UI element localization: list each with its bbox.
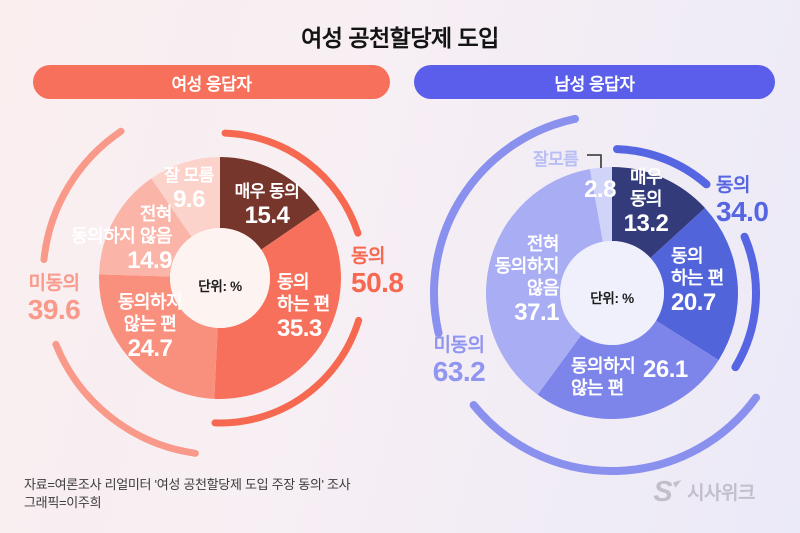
donut-hole [170,228,270,328]
female-agree-summary: 동의 50.8 [351,246,404,298]
male-agree-total: 34.0 [716,196,769,227]
female-respondents-badge: 여성 응답자 [33,65,390,99]
female-tend-agree-value: 35.3 [277,315,322,342]
donut-slice [99,178,192,277]
female-dont-know-value: 9.6 [173,186,205,213]
female-strongly-disagree-label: 전혀 동의하지 않음 14.9 [36,203,172,275]
donut-slice [151,157,220,237]
female-tend-agree-label: 동의 하는 편 35.3 [277,271,357,343]
female-agree-total: 50.8 [351,267,404,298]
donut-slice [537,320,719,420]
female-strongly-agree-value: 15.4 [244,202,290,229]
callout-line [587,154,602,168]
male-strongly-agree-value: 13.2 [623,210,669,237]
male-disagree-total: 63.2 [432,356,486,387]
female-dont-know-label: 잘 모름 9.6 [143,165,235,214]
male-strongly-agree-label: 매우 동의 13.2 [612,166,680,238]
female-donut-chart [40,127,363,457]
publisher-logo: S 시사위크 [650,474,755,508]
donut-slice [98,274,218,399]
source-text: 자료=여론조사 리얼미터 '여성 공천할당제 도입 주장 동의' 조사 [24,477,351,492]
donut-slice [220,157,320,250]
donut-slice [612,167,705,258]
donut-slice [485,168,603,395]
disagree-summary-arc [469,393,761,475]
donut-slice [214,209,341,400]
disagree-summary-arc [52,340,199,457]
male-tend-agree-value: 20.7 [671,289,716,316]
male-tend-disagree-value: 26.1 [643,356,688,383]
disagree-summary-arc [40,127,125,263]
female-tend-disagree-value: 24.7 [127,335,173,362]
male-tend-agree-label: 동의 하는 편 20.7 [671,245,755,317]
agree-summary-arc [211,316,363,427]
male-dont-know-callout-label: 잘모름 [533,150,579,169]
male-dont-know-value: 2.8 [584,176,616,203]
sisaweek-logo-icon: S [653,476,682,508]
disagree-summary-arc [430,114,579,338]
publisher-logo-text: 시사위크 [687,482,755,504]
male-strongly-disagree-label: 전혀 동의하지 않음 37.1 [430,233,560,327]
male-tend-disagree-label: 동의하지 않는 편 [571,356,636,398]
donut-slice [589,167,612,242]
agree-summary-arc [731,232,760,372]
page-title: 여성 공천할당제 도입 [301,25,499,51]
donut-slice [650,207,738,361]
female-disagree-summary: 미동의 39.6 [10,272,98,325]
female-tend-disagree-label: 동의하지 않는 편 24.7 [104,291,196,363]
female-unit-label: 단위: % [198,279,242,294]
female-strongly-disagree-value: 14.9 [127,247,172,274]
svg-text:S: S [653,476,672,508]
donut-hole [560,241,664,345]
male-respondents-badge: 남성 응답자 [414,65,775,99]
footer-credits: 자료=여론조사 리얼미터 '여성 공천할당제 도입 주장 동의' 조사 그래픽=… [24,476,351,512]
female-strongly-agree-label: 매우 동의 15.4 [220,181,314,230]
male-donut-chart [430,114,761,475]
agree-summary-arc [613,145,711,189]
male-unit-label: 단위: % [590,291,634,306]
male-agree-summary: 동의 34.0 [716,175,769,227]
agree-summary-arc [221,129,362,237]
male-strongly-disagree-value: 37.1 [514,299,559,326]
graphic-credit-text: 그래픽=이주희 [24,495,102,510]
male-disagree-summary: 미동의 63.2 [420,334,498,387]
female-disagree-total: 39.6 [27,294,81,325]
